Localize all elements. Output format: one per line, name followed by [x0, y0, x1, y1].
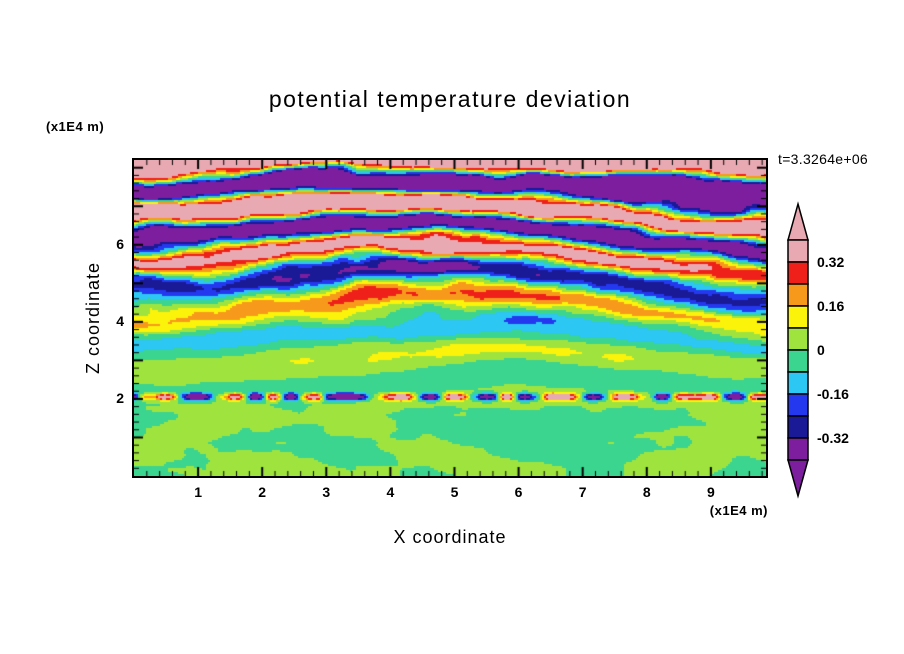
x-tick-label: 3: [322, 484, 331, 500]
colorbar-under-arrow: [787, 459, 809, 499]
colorbar: 0.32 0.16 0 -0.16 -0.32: [787, 201, 849, 499]
y-tick-label: 2: [116, 389, 124, 406]
x-tick-label: 4: [386, 484, 395, 500]
x-tick-label: 9: [706, 484, 715, 500]
x-tick-label: 8: [642, 484, 651, 500]
x-tick-label: 5: [450, 484, 459, 500]
colorbar-tick-label: 0: [817, 342, 825, 358]
colorbar-segment: [787, 371, 809, 395]
colorbar-segment: [787, 283, 809, 307]
y-tick-label: 6: [116, 235, 124, 252]
colorbar-tick-label: -0.16: [817, 386, 849, 402]
y-axis-title: Z coordinate: [83, 261, 103, 375]
x-tick-label: 7: [578, 484, 587, 500]
colorbar-segment: [787, 393, 809, 417]
heatmap-canvas: [134, 160, 766, 476]
plot-title: potential temperature deviation: [268, 86, 632, 112]
colorbar-tick-label: 0.16: [817, 298, 844, 314]
colorbar-segment: [787, 349, 809, 373]
y-axis-unit-label: (x1E4 m): [46, 119, 105, 134]
colorbar-segment: [787, 415, 809, 439]
time-annotation: t=3.3264e+06: [778, 151, 869, 167]
colorbar-tick-label: -0.32: [817, 430, 849, 446]
colorbar-segment: [787, 239, 809, 263]
x-tick-label: 1: [194, 484, 202, 500]
colorbar-segment: [787, 305, 809, 329]
x-axis-title: X coordinate: [393, 527, 507, 547]
plot-frame: [132, 158, 768, 478]
colorbar-tick-label: 0.32: [817, 254, 844, 270]
x-tick-label: 2: [258, 484, 267, 500]
y-tick-label: 4: [116, 312, 124, 329]
x-tick-label: 6: [514, 484, 523, 500]
colorbar-segment: [787, 327, 809, 351]
colorbar-over-arrow: [787, 201, 809, 241]
x-axis-unit-label: (x1E4 m): [709, 503, 768, 518]
colorbar-segment: [787, 437, 809, 461]
colorbar-segment: [787, 261, 809, 285]
